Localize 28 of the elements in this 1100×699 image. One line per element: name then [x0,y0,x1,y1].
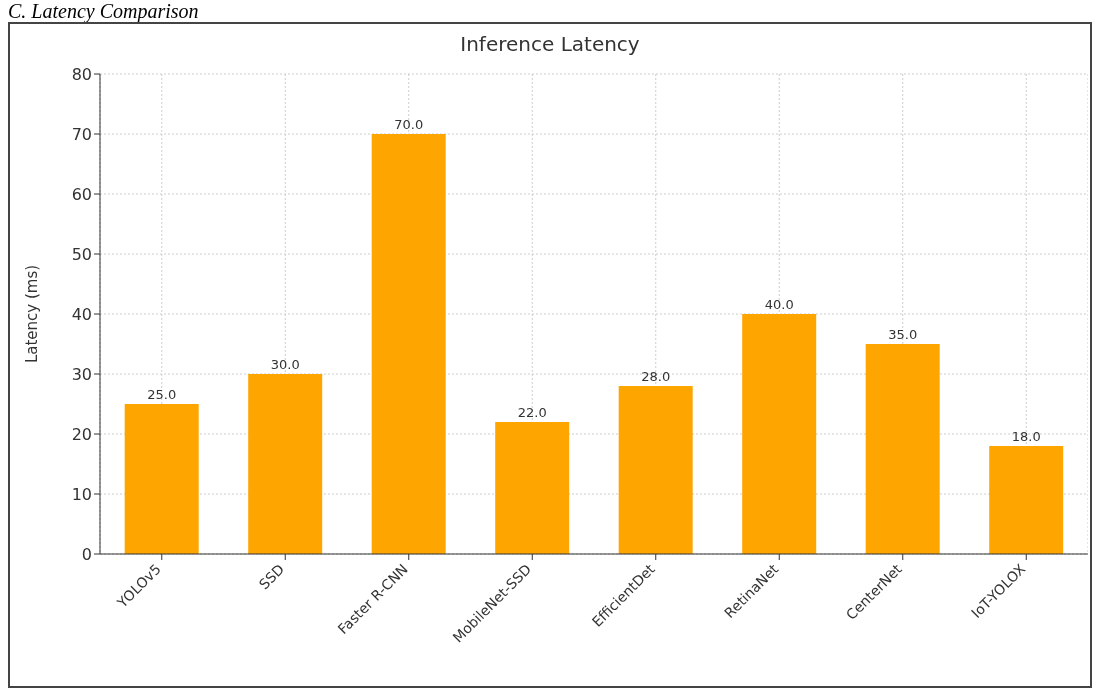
y-tick-label: 50 [71,244,92,264]
y-tick-label: 20 [71,424,92,444]
data-label: 30.0 [270,357,300,372]
text: C. Latency Comparison [8,0,200,22]
data-label: 18.0 [1011,429,1041,444]
data-label: 70.0 [394,117,424,132]
bar [248,374,323,554]
y-tick-label: 0 [81,544,92,564]
chart-title: Inference Latency [459,32,641,56]
y-tick-label: 70 [71,124,92,144]
y-axis-title: Latency (ms) [23,264,42,364]
y-tick-label: 10 [71,484,92,504]
data-label: 22.0 [517,405,547,420]
bar [989,446,1064,554]
data-label: 35.0 [888,327,918,342]
bar [742,314,817,554]
y-tick-label: 40 [71,304,92,324]
y-tick-label: 30 [71,364,92,384]
bar [495,422,570,554]
bar [618,386,693,554]
bar [865,344,940,554]
data-label: 25.0 [147,387,177,402]
bar [124,404,199,554]
data-label: 28.0 [641,369,671,384]
y-tick-label: 80 [71,64,92,84]
y-tick-label: 60 [71,184,92,204]
bar [371,134,446,554]
data-label: 40.0 [764,297,794,312]
